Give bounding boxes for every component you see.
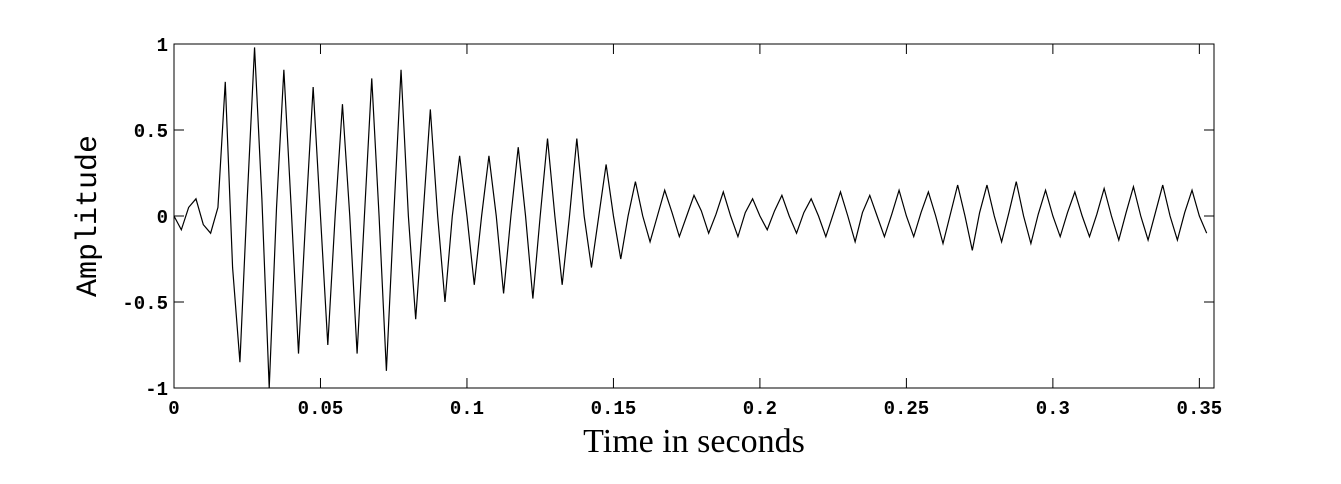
y-axis-label: Amplitude bbox=[72, 135, 106, 297]
x-tick-label: 0.2 bbox=[743, 398, 777, 420]
x-tick-label: 0.15 bbox=[591, 398, 637, 420]
waveform-line bbox=[173, 47, 1208, 389]
y-tick-label: 0.5 bbox=[134, 121, 168, 143]
plot-frame bbox=[173, 43, 1215, 389]
x-tick-label: 0.1 bbox=[450, 398, 484, 420]
y-tick-label: 0 bbox=[157, 207, 168, 229]
y-tick-label: 1 bbox=[157, 35, 168, 57]
x-tick-label: 0.05 bbox=[298, 398, 344, 420]
x-tick-label: 0.3 bbox=[1036, 398, 1070, 420]
x-axis-label: Time in seconds bbox=[583, 423, 805, 460]
x-tick-label: 0.25 bbox=[884, 398, 930, 420]
x-tick-label: 0 bbox=[168, 398, 179, 420]
y-tick-label: -1 bbox=[145, 379, 168, 401]
y-tick-label: -0.5 bbox=[122, 293, 168, 315]
x-tick-label: 0.35 bbox=[1177, 398, 1223, 420]
